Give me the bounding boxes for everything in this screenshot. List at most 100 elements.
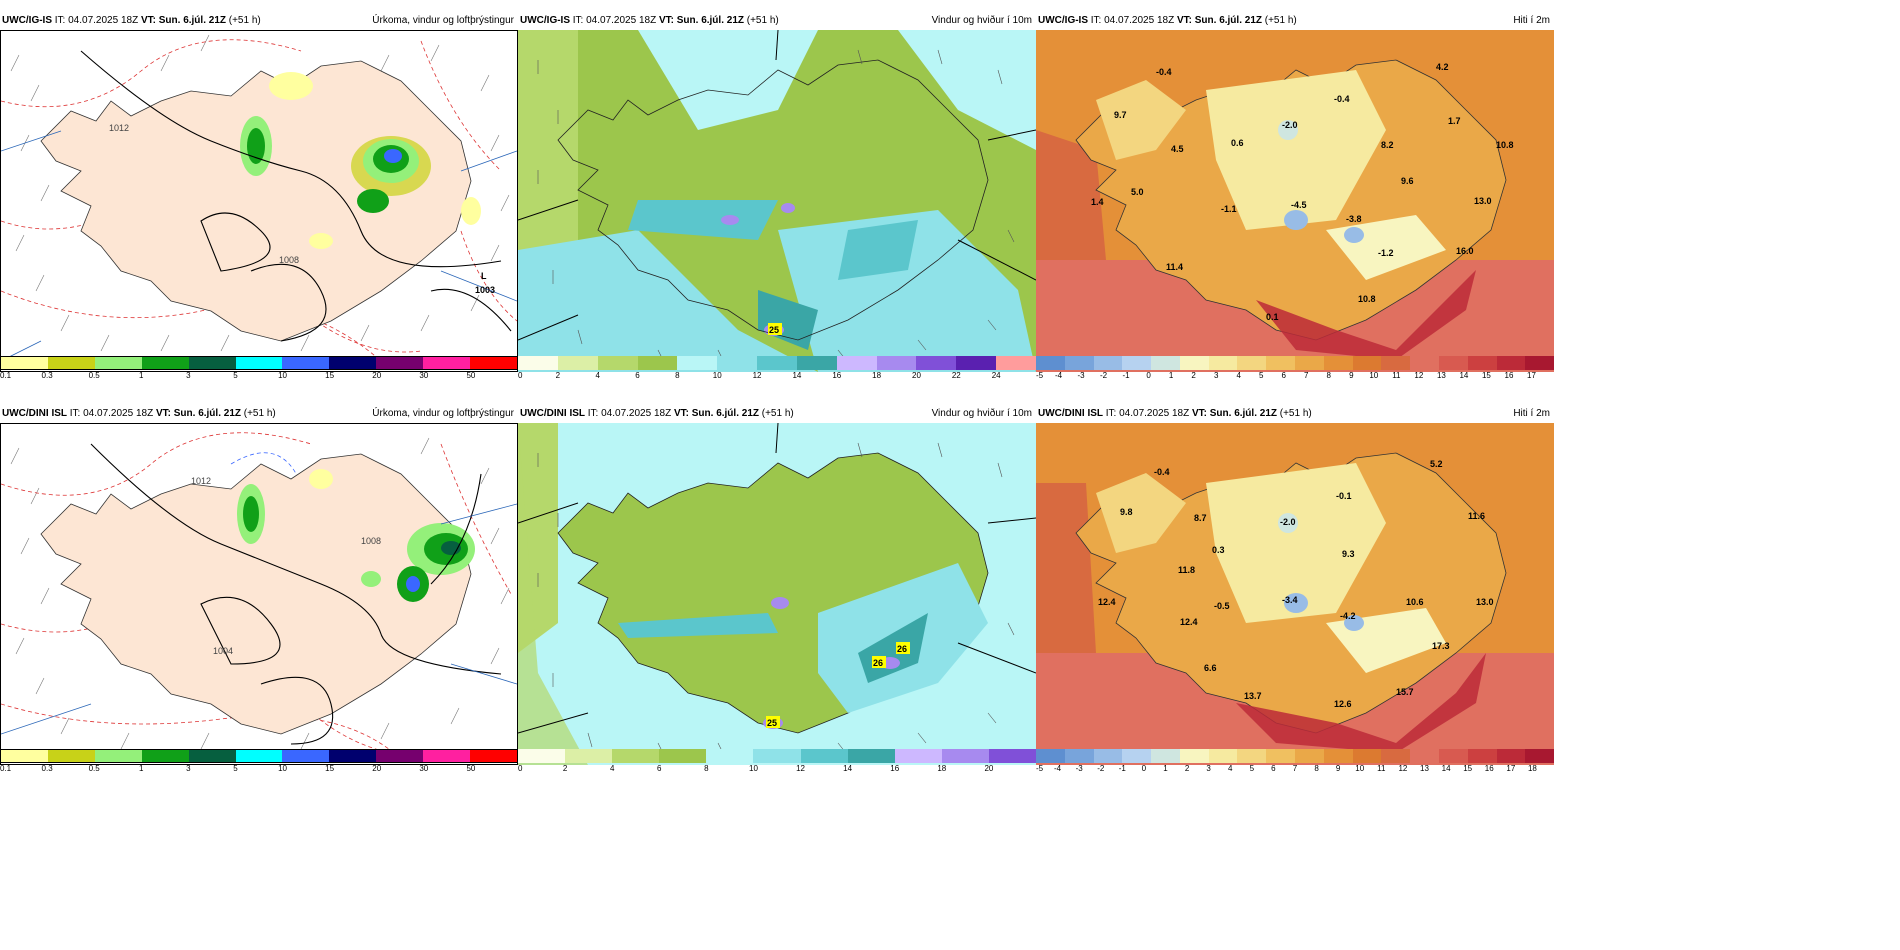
- lead-time: (+51 h): [1264, 15, 1297, 26]
- init-time: IT: 04.07.2025 18Z: [54, 15, 139, 26]
- temperature-value-label: 4.5: [1171, 144, 1184, 154]
- colorbar-tick-label: 15: [325, 764, 335, 773]
- colorbar-swatch: [1266, 749, 1296, 763]
- colorbar-tick-label: -2: [1097, 764, 1105, 773]
- colorbar-tick-label: 0: [518, 371, 523, 380]
- temperature-value-label: 10.8: [1496, 140, 1514, 150]
- init-time: IT: 04.07.2025 18Z: [69, 408, 154, 419]
- temperature-value-label: 13.0: [1474, 196, 1492, 206]
- temperature-value-label: 10.6: [1406, 597, 1424, 607]
- temperature-value-label: -3.8: [1346, 214, 1362, 224]
- temp-map: -0.4 9.7 4.5 0.6 -2.0 -0.4 4.2 1.7 8.2 10.8 5.0 1.4…: [1036, 30, 1554, 372]
- init-time: IT: 04.07.2025 18Z: [1105, 408, 1190, 419]
- lead-time: (+51 h): [761, 408, 794, 419]
- colorbar-swatch: [565, 749, 613, 763]
- temperature-value-label: -0.4: [1156, 67, 1172, 77]
- colorbar-tick-label: 8: [704, 764, 709, 773]
- colorbar-tick-label: 1: [1168, 371, 1174, 380]
- wind-colorbar: [518, 356, 1036, 370]
- colorbar-tick-label: 0.1: [0, 371, 12, 380]
- colorbar-swatch: [1352, 749, 1382, 763]
- isobar-label: 1008: [361, 536, 381, 546]
- colorbar-swatch: [188, 750, 236, 762]
- panel-header: UWC/IG-IS IT: 04.07.2025 18Z VT: Sun. 6.…: [0, 14, 518, 28]
- colorbar-swatch: [1, 750, 48, 762]
- temperature-value-label: 6.6: [1204, 663, 1217, 673]
- colorbar-swatch: [1295, 749, 1324, 763]
- colorbar-swatch: [941, 749, 989, 763]
- precip-panel-top: UWC/IG-IS IT: 04.07.2025 18Z VT: Sun. 6.…: [0, 14, 518, 380]
- colorbar-tick-label: 7: [1292, 764, 1298, 773]
- model-name: UWC/DINI ISL: [1038, 408, 1103, 419]
- model-name: UWC/IG-IS: [520, 15, 570, 26]
- colorbar-swatch: [1036, 356, 1065, 370]
- colorbar-tick-label: 8: [1314, 764, 1319, 773]
- colorbar-tick-label: 10: [1355, 764, 1365, 773]
- colorbar-tick-label: 14: [1441, 764, 1451, 773]
- colorbar-swatch: [235, 750, 283, 762]
- precip-colorbar: [0, 749, 518, 763]
- colorbar-tick-label: 7: [1304, 371, 1309, 380]
- colorbar-tick-label: 6: [1281, 371, 1286, 380]
- init-time: IT: 04.07.2025 18Z: [572, 15, 657, 26]
- colorbar-swatch: [141, 357, 189, 369]
- colorbar-swatch: [47, 750, 95, 762]
- colorbar-swatch: [916, 356, 957, 370]
- isobar-label: 1008: [279, 255, 299, 265]
- colorbar-tick-label: 16: [1484, 764, 1494, 773]
- colorbar-swatch: [956, 356, 997, 370]
- precip-colorbar: [0, 356, 518, 370]
- isobar-label: 1012: [191, 476, 211, 486]
- colorbar-swatch: [757, 356, 797, 370]
- lead-time: (+51 h): [746, 15, 779, 26]
- colorbar-tick-label: 10: [712, 371, 722, 380]
- wind-colorbar: [518, 749, 1036, 763]
- colorbar-swatch: [518, 749, 566, 763]
- wind-colorbar-ticks: 0 2 4 6 8 10 12 14 16 18 20: [518, 764, 1036, 773]
- colorbar-swatch: [329, 357, 377, 369]
- colorbar-tick-label: -1: [1118, 764, 1126, 773]
- colorbar-tick-label: 20: [372, 764, 382, 773]
- temperature-value-label: -2.0: [1282, 120, 1298, 130]
- colorbar-swatch: [988, 749, 1036, 763]
- model-name: UWC/DINI ISL: [2, 408, 67, 419]
- temperature-value-label: 5.0: [1131, 187, 1144, 197]
- colorbar-tick-label: 14: [1459, 371, 1469, 380]
- colorbar-tick-label: 2: [1191, 371, 1196, 380]
- colorbar-tick-label: 9: [1335, 764, 1341, 773]
- precip-map: 1012 1008 1004: [0, 423, 518, 765]
- valid-time: VT: Sun. 6.júl. 21Z: [1191, 408, 1277, 419]
- colorbar-tick-label: 10: [278, 371, 287, 380]
- temperature-value-label: -3.4: [1282, 595, 1298, 605]
- colorbar-swatch: [1438, 749, 1468, 763]
- colorbar-swatch: [1266, 356, 1296, 370]
- temperature-value-label: 17.3: [1432, 641, 1450, 651]
- colorbar-tick-label: 3: [1213, 371, 1219, 380]
- wind-colorbar-ticks: 0 2 4 6 8 10 12 14 16 18 20 22 24: [518, 371, 1036, 380]
- temp-colorbar: [1036, 749, 1554, 763]
- colorbar-swatch: [1410, 356, 1439, 370]
- colorbar-swatch: [1179, 356, 1209, 370]
- colorbar-swatch: [1036, 749, 1065, 763]
- colorbar-swatch: [753, 749, 801, 763]
- colorbar-tick-label: 18: [872, 371, 882, 380]
- colorbar-tick-label: 9: [1349, 371, 1354, 380]
- colorbar-tick-label: 12: [796, 764, 805, 773]
- colorbar-swatch: [1237, 749, 1267, 763]
- panel-header: UWC/DINI ISL IT: 04.07.2025 18Z VT: Sun.…: [1036, 407, 1554, 421]
- model-name: UWC/DINI ISL: [520, 408, 585, 419]
- colorbar-tick-label: 3: [186, 371, 191, 380]
- colorbar-tick-label: 0.5: [88, 764, 100, 773]
- temp-panel-top: UWC/IG-IS IT: 04.07.2025 18Z VT: Sun. 6.…: [1036, 14, 1554, 380]
- colorbar-tick-label: 5: [1258, 371, 1264, 380]
- panel-header: UWC/IG-IS IT: 04.07.2025 18Z VT: Sun. 6.…: [518, 14, 1036, 28]
- colorbar-tick-label: 2: [562, 764, 568, 773]
- temperature-value-label: -0.5: [1214, 601, 1230, 611]
- colorbar-swatch: [1237, 356, 1267, 370]
- colorbar-tick-label: 0: [1146, 371, 1151, 380]
- colorbar-swatch: [706, 749, 754, 763]
- colorbar-swatch: [1093, 749, 1123, 763]
- temperature-value-label: 11.6: [1468, 511, 1485, 521]
- precip-shading: [240, 72, 481, 249]
- colorbar-swatch: [1122, 356, 1152, 370]
